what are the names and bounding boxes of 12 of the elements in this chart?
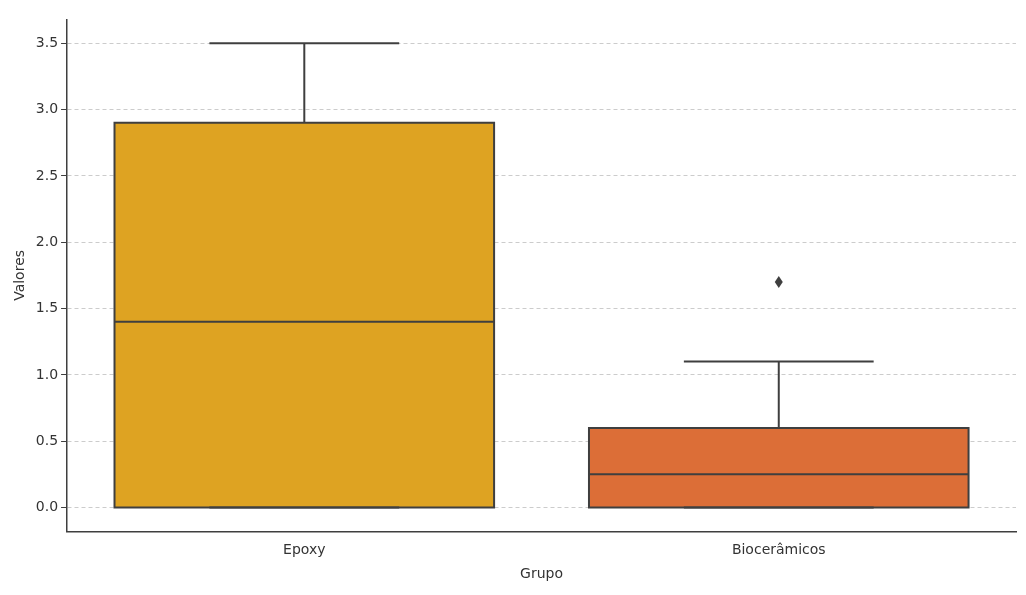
y-tick-label: 2.0 [35, 232, 59, 249]
x-tick-label: Epoxy [283, 541, 326, 558]
y-tick-label: 0.0 [35, 498, 59, 515]
y-tick-label: 2.5 [35, 166, 59, 183]
y-axis-title: Valores [11, 249, 28, 301]
x-tick-label: Biocerâmicos [731, 541, 826, 558]
y-tick-label: 0.5 [35, 431, 59, 448]
y-tick-label: 3.0 [35, 100, 59, 117]
x-axis-title: Grupo [520, 565, 563, 582]
y-tick-label: 3.5 [35, 33, 59, 50]
y-tick-label: 1.5 [35, 299, 59, 316]
y-tick-label: 1.0 [35, 365, 59, 382]
